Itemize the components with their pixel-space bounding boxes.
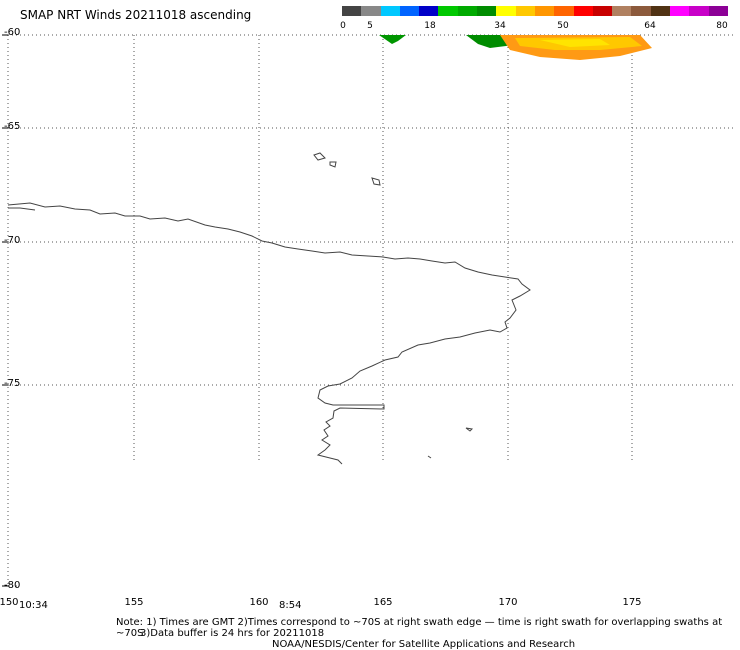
scale-swatch bbox=[708, 6, 728, 16]
scale-swatch bbox=[592, 6, 613, 16]
scale-swatch bbox=[670, 6, 690, 16]
credit-line: NOAA/NESDIS/Center for Satellite Applica… bbox=[272, 639, 576, 650]
scale-label-50: 50 bbox=[557, 21, 569, 31]
meridian-grid bbox=[7, 35, 633, 586]
scale-swatch bbox=[342, 6, 362, 16]
note-line-2: 3)Data buffer is 24 hrs for 20211018 bbox=[140, 628, 325, 639]
scale-label-5: 5 bbox=[367, 21, 373, 31]
scale-swatch bbox=[573, 6, 593, 16]
note-line-1: Note: 1) Times are GMT 2)Times correspon… bbox=[116, 617, 723, 639]
swath-time-1: 10:34 bbox=[19, 600, 48, 611]
scale-swatch bbox=[419, 6, 439, 16]
lon-label-170: 170 bbox=[498, 597, 518, 608]
scale-swatch bbox=[554, 6, 574, 16]
lon-label-155: 155 bbox=[124, 597, 144, 608]
scale-swatch bbox=[631, 6, 651, 16]
scale-label-80: 80 bbox=[716, 21, 728, 31]
lat-label-70: -70 bbox=[4, 235, 21, 246]
scale-swatch bbox=[380, 6, 400, 16]
scale-label-34: 34 bbox=[494, 21, 506, 31]
map-title: SMAP NRT Winds 20211018 ascending bbox=[20, 8, 252, 22]
lat-label-80: -80 bbox=[4, 580, 21, 591]
scale-swatch bbox=[399, 6, 420, 16]
scale-label-0: 0 bbox=[340, 21, 346, 31]
wind-speed-color-scale bbox=[342, 6, 728, 16]
scale-label-64: 64 bbox=[644, 21, 656, 31]
lat-label-65: -65 bbox=[4, 121, 21, 132]
scale-swatch bbox=[438, 6, 458, 16]
lon-label-160: 160 bbox=[249, 597, 269, 608]
scale-label-18: 18 bbox=[424, 21, 436, 31]
scale-swatch bbox=[457, 6, 478, 16]
scale-swatch bbox=[534, 6, 555, 16]
scale-swatch bbox=[612, 6, 632, 16]
coastline bbox=[7, 152, 531, 465]
scale-swatch bbox=[515, 6, 535, 16]
scale-swatch bbox=[496, 6, 516, 16]
parallel-grid bbox=[8, 34, 736, 587]
swath-time-2: 8:54 bbox=[279, 600, 302, 611]
scale-swatch bbox=[477, 6, 497, 16]
scale-swatch bbox=[361, 6, 381, 16]
lon-label-175: 175 bbox=[622, 597, 642, 608]
wind-swath bbox=[379, 35, 652, 60]
lat-label-75: -75 bbox=[4, 378, 21, 389]
lon-label-165: 165 bbox=[373, 597, 393, 608]
lon-label-150: 150 bbox=[0, 597, 19, 608]
scale-swatch bbox=[689, 6, 709, 16]
scale-swatch bbox=[650, 6, 671, 16]
lat-label-60: -60 bbox=[4, 27, 21, 38]
